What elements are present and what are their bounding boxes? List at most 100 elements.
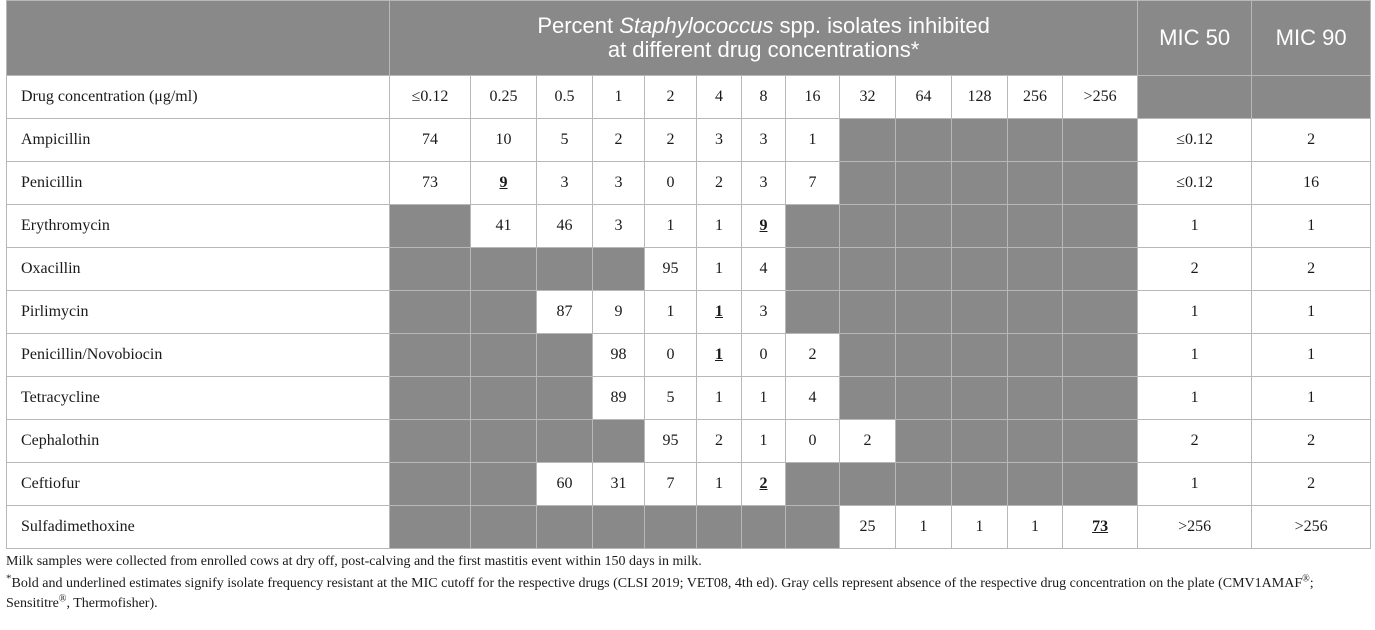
resistant-value: 1 (715, 346, 723, 363)
mic90-value: 1 (1251, 204, 1372, 248)
footnote-1: Milk samples were collected from enrolle… (6, 554, 702, 569)
percent-cell: 4 (785, 376, 840, 420)
gray-cell (536, 333, 593, 377)
percent-cell: 41 (470, 204, 537, 248)
footnote-2-mid: ; Sensititre (6, 576, 1314, 611)
gray-cell (389, 290, 471, 334)
gray-cell (592, 505, 645, 549)
mic90-value: 16 (1251, 161, 1372, 205)
percent-cell: 1 (696, 204, 742, 248)
table-row: Penicillin/Novobiocin 98 0 1 0 2 1 1 (6, 333, 1372, 377)
drug-name: Cephalothin (6, 419, 390, 463)
gray-cell (839, 333, 896, 377)
gray-cell (951, 419, 1008, 463)
gray-cell (389, 419, 471, 463)
mic90-value: 1 (1251, 376, 1372, 420)
percent-cell: 1 (696, 462, 742, 506)
gray-cell (536, 505, 593, 549)
table-row: Pirlimycin 87 9 1 1 3 1 1 (6, 290, 1372, 334)
gray-cell (895, 462, 952, 506)
resistant-value: 2 (759, 475, 768, 492)
conc-cell: 8 (741, 75, 786, 119)
gray-cell (951, 247, 1008, 291)
percent-cell: 7 (644, 462, 697, 506)
drug-name: Ampicillin (6, 118, 390, 162)
percent-cell: 3 (536, 161, 593, 205)
percent-cell: 60 (536, 462, 593, 506)
drug-name: Ceftiofur (6, 462, 390, 506)
percent-cell: 1 (644, 290, 697, 334)
gray-cell (1007, 462, 1063, 506)
conc-cell: 0.5 (536, 75, 593, 119)
gray-cell (470, 376, 537, 420)
percent-cell: 2 (696, 161, 742, 205)
gray-cell (470, 505, 537, 549)
gray-cell (1007, 161, 1063, 205)
percent-cell: 98 (592, 333, 645, 377)
gray-cell (785, 462, 840, 506)
percent-cell: 1 (895, 505, 952, 549)
percent-cell: 1 (951, 505, 1008, 549)
conc-cell: 128 (951, 75, 1008, 119)
mic90-value: 2 (1251, 118, 1372, 162)
gray-cell (470, 419, 537, 463)
table-footnotes: Milk samples were collected from enrolle… (6, 552, 1370, 614)
gray-cell (536, 376, 593, 420)
gray-cell (839, 462, 896, 506)
gray-cell (1061, 419, 1139, 463)
mic90-value: >256 (1251, 505, 1372, 549)
gray-cell (839, 376, 896, 420)
conc-cell: 32 (839, 75, 896, 119)
mic50-value: 1 (1137, 376, 1253, 420)
gray-cell (895, 118, 952, 162)
percent-cell: 73 (1061, 505, 1139, 549)
gray-cell (389, 376, 471, 420)
percent-cell: 1 (644, 204, 697, 248)
gray-cell (1061, 204, 1139, 248)
table-row: Tetracycline 89 5 1 1 4 1 1 (6, 376, 1372, 420)
gray-cell (1007, 118, 1063, 162)
percent-cell: 7 (785, 161, 840, 205)
resistant-value: 73 (1092, 518, 1109, 535)
gray-cell (1061, 247, 1139, 291)
footnote-2-text: Bold and underlined estimates signify is… (11, 576, 1303, 591)
mic90-value: 1 (1251, 333, 1372, 377)
mic50-value: ≤0.12 (1137, 161, 1253, 205)
percent-cell: 3 (741, 290, 786, 334)
percent-cell: 1 (741, 376, 786, 420)
gray-cell (389, 247, 471, 291)
gray-cell (1061, 118, 1139, 162)
percent-cell: 2 (696, 419, 742, 463)
mic90-value: 2 (1251, 419, 1372, 463)
gray-cell (592, 419, 645, 463)
gray-cell (1007, 419, 1063, 463)
gray-cell (895, 247, 952, 291)
gray-cell (1007, 247, 1063, 291)
gray-cell (1007, 204, 1063, 248)
footnote-2: *Bold and underlined estimates signify i… (6, 573, 1370, 614)
resistant-value: 9 (499, 174, 508, 191)
gray-cell (895, 161, 952, 205)
percent-cell: 95 (644, 419, 697, 463)
mic50-value: 1 (1137, 462, 1253, 506)
mic90-value: 1 (1251, 290, 1372, 334)
mic50-value: >256 (1137, 505, 1253, 549)
header-mic90: MIC 90 (1251, 0, 1372, 76)
percent-cell: 1 (696, 247, 742, 291)
percent-cell: 1 (1007, 505, 1063, 549)
percent-cell: 0 (644, 161, 697, 205)
mic90-value: 2 (1251, 462, 1372, 506)
percent-cell: 46 (536, 204, 593, 248)
conc-cell: >256 (1061, 75, 1139, 119)
drug-name: Penicillin/Novobiocin (6, 333, 390, 377)
gray-cell (536, 247, 593, 291)
gray-cell (389, 333, 471, 377)
drug-name: Penicillin (6, 161, 390, 205)
percent-cell: 9 (741, 204, 786, 248)
header-title-line2: at different drug concentrations* (607, 37, 920, 62)
conc-cell: 64 (895, 75, 952, 119)
mic50-value: 1 (1137, 333, 1253, 377)
gray-cell (1061, 376, 1139, 420)
gray-cell (1061, 290, 1139, 334)
table-row: Sulfadimethoxine 25 1 1 1 73 >256 >256 (6, 505, 1372, 549)
